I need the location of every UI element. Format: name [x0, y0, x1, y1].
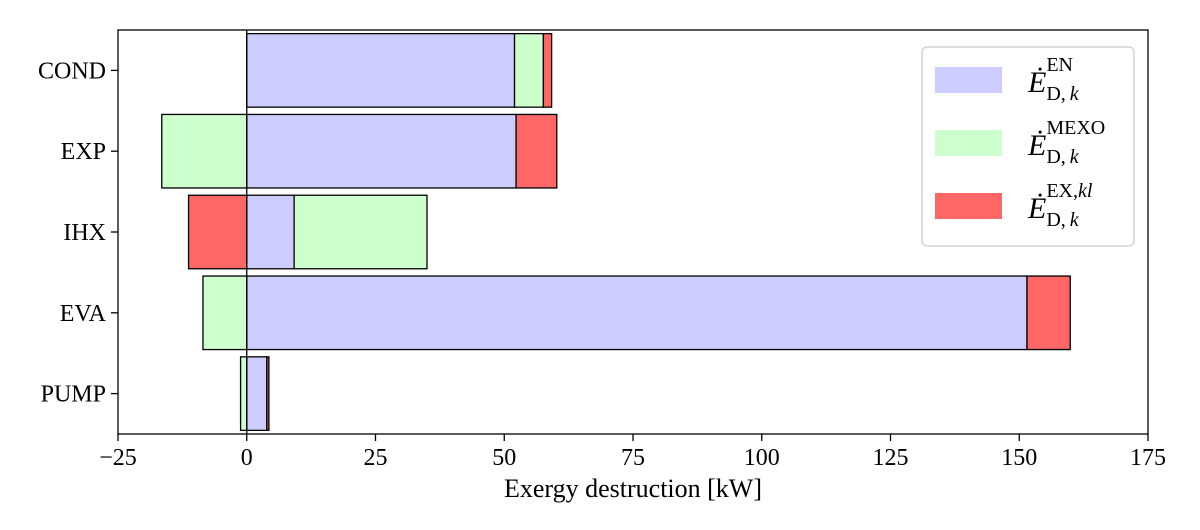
y-tick-label-ihx: IHX: [63, 220, 106, 246]
x-axis-ticks: −25 0 25 50 75 100 125 150 175: [99, 434, 1166, 471]
bar-pump-mexo: [239, 356, 248, 432]
bar-exp-en: [246, 113, 517, 189]
y-tick-label-exp: EXP: [61, 139, 106, 165]
bar-exp-mexo: [161, 113, 248, 189]
legend-label-mexo: ĖMEXO D, k: [1027, 117, 1105, 168]
x-tick-label: 25: [364, 445, 388, 471]
bar-eva-en: [246, 275, 1028, 351]
legend-label-en: ĖEN D, k: [1027, 54, 1080, 105]
bar-cond-en: [246, 32, 516, 108]
bar-pump-en: [246, 356, 268, 432]
bar-exp-ex-kl: [515, 113, 558, 189]
legend-label-ex-kl: ĖEX,kl D, k: [1027, 180, 1093, 231]
legend-swatch-en: [935, 67, 1002, 93]
bars-layer: [161, 32, 1071, 432]
legend-swatch-ex-kl: [935, 193, 1002, 219]
x-tick-label: 100: [744, 445, 780, 471]
y-axis-ticks: COND EXP IHX EVA PUMP: [38, 58, 118, 408]
bar-eva-mexo: [202, 275, 248, 351]
x-tick-label: 150: [1001, 445, 1037, 471]
x-tick-label: 0: [241, 445, 253, 471]
bar-ihx-en: [246, 194, 295, 270]
bar-cond-ex-kl: [542, 32, 553, 108]
bar-eva-ex-kl: [1026, 275, 1071, 351]
bar-pump-ex-kl: [266, 356, 270, 432]
x-tick-label: 125: [873, 445, 909, 471]
legend: ĖEN D, k ĖMEXO D, k ĖEX,kl D, k: [921, 46, 1135, 247]
x-tick-label: 75: [621, 445, 645, 471]
legend-swatch-mexo: [935, 130, 1002, 156]
bar-cond-mexo: [513, 32, 545, 108]
x-axis-title: Exergy destruction [kW]: [504, 474, 762, 503]
bar-ihx-ex-kl: [187, 194, 248, 270]
y-tick-label-cond: COND: [38, 58, 106, 84]
x-tick-label: 50: [492, 445, 516, 471]
bar-ihx-mexo: [293, 194, 428, 270]
x-tick-label: −25: [99, 445, 137, 471]
x-tick-label: 175: [1130, 445, 1166, 471]
y-tick-label-eva: EVA: [60, 301, 107, 327]
y-tick-label-pump: PUMP: [41, 382, 106, 408]
